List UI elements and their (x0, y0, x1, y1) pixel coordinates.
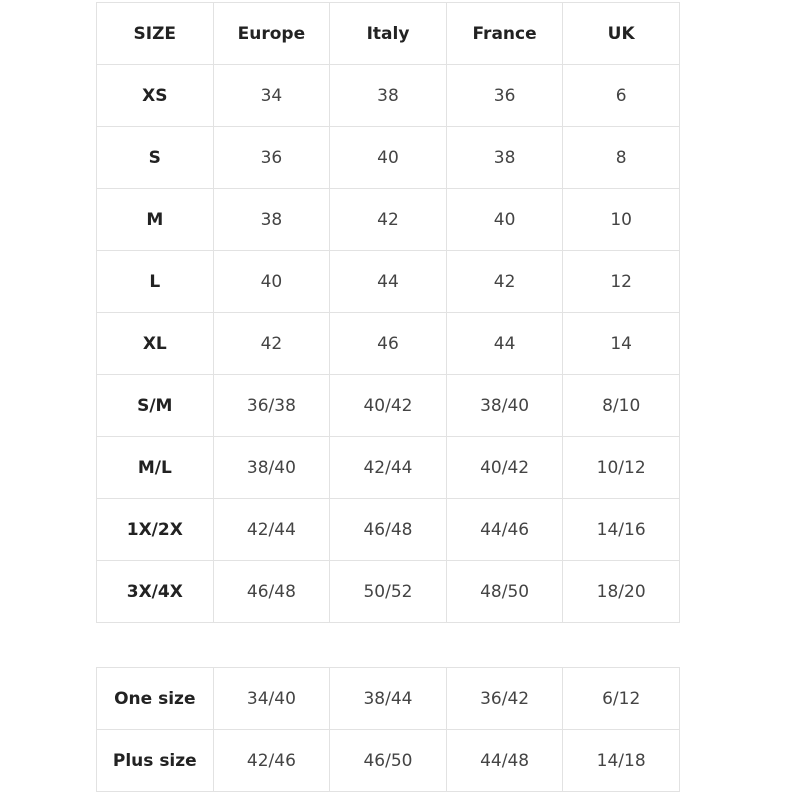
size-label-cell: XL (96, 312, 214, 375)
table-row: 1X/2X 42/44 46/48 44/46 14/16 (96, 498, 680, 561)
column-header: UK (562, 2, 680, 65)
size-value-cell: 46/50 (329, 729, 447, 792)
size-value-cell: 46/48 (212, 560, 331, 623)
size-value-cell: 50/52 (329, 560, 447, 623)
size-value-cell: 8 (562, 126, 680, 189)
size-label-cell: XS (96, 64, 214, 127)
column-header: Europe (212, 2, 331, 65)
special-size-table: One size 34/40 38/44 36/42 6/12 Plus size 42/4… (96, 667, 680, 792)
size-value-cell: 40 (329, 126, 447, 189)
size-label-cell: S/M (96, 374, 214, 437)
size-value-cell: 42 (445, 250, 564, 313)
size-value-cell: 38 (329, 64, 447, 127)
size-value-cell: 36 (212, 126, 331, 189)
size-value-cell: 12 (562, 250, 680, 313)
size-conversion-table: SIZE Europe Italy France UK XS 34 38 36 6 S 36 40 38… (96, 2, 680, 623)
size-label-cell: S (96, 126, 214, 189)
size-label-cell: M (96, 188, 214, 251)
size-value-cell: 40 (212, 250, 331, 313)
table-row: One size 34/40 38/44 36/42 6/12 (96, 667, 680, 730)
size-value-cell: 42/44 (212, 498, 331, 561)
size-value-cell: 34/40 (212, 667, 331, 730)
size-label-cell: M/L (96, 436, 214, 499)
table-row: M 38 42 40 10 (96, 188, 680, 251)
column-header: Italy (329, 2, 447, 65)
size-value-cell: 38/44 (329, 667, 447, 730)
size-value-cell: 44/46 (445, 498, 564, 561)
size-value-cell: 38 (445, 126, 564, 189)
column-header: SIZE (96, 2, 214, 65)
size-value-cell: 46 (329, 312, 447, 375)
size-label-cell: Plus size (96, 729, 214, 792)
size-value-cell: 48/50 (445, 560, 564, 623)
table-row: L 40 44 42 12 (96, 250, 680, 313)
size-value-cell: 42 (212, 312, 331, 375)
size-value-cell: 36/42 (445, 667, 564, 730)
table-row: M/L 38/40 42/44 40/42 10/12 (96, 436, 680, 499)
size-value-cell: 38/40 (445, 374, 564, 437)
size-label-cell: 3X/4X (96, 560, 214, 623)
table-row: S 36 40 38 8 (96, 126, 680, 189)
size-value-cell: 46/48 (329, 498, 447, 561)
table-row: XS 34 38 36 6 (96, 64, 680, 127)
size-value-cell: 42/44 (329, 436, 447, 499)
size-label-cell: L (96, 250, 214, 313)
table-row: 3X/4X 46/48 50/52 48/50 18/20 (96, 560, 680, 623)
column-header: France (445, 2, 564, 65)
size-value-cell: 34 (212, 64, 331, 127)
size-value-cell: 44/48 (445, 729, 564, 792)
size-value-cell: 44 (445, 312, 564, 375)
size-value-cell: 14 (562, 312, 680, 375)
table-header-row: SIZE Europe Italy France UK (96, 2, 680, 65)
table-row: Plus size 42/46 46/50 44/48 14/18 (96, 729, 680, 792)
size-value-cell: 40/42 (329, 374, 447, 437)
size-value-cell: 14/18 (562, 729, 680, 792)
size-value-cell: 42 (329, 188, 447, 251)
size-label-cell: 1X/2X (96, 498, 214, 561)
size-value-cell: 10/12 (562, 436, 680, 499)
size-value-cell: 18/20 (562, 560, 680, 623)
size-value-cell: 10 (562, 188, 680, 251)
size-value-cell: 38 (212, 188, 331, 251)
size-value-cell: 6/12 (562, 667, 680, 730)
size-value-cell: 42/46 (212, 729, 331, 792)
size-value-cell: 6 (562, 64, 680, 127)
size-label-cell: One size (96, 667, 214, 730)
size-value-cell: 40/42 (445, 436, 564, 499)
size-value-cell: 44 (329, 250, 447, 313)
table-row: XL 42 46 44 14 (96, 312, 680, 375)
size-value-cell: 36/38 (212, 374, 331, 437)
size-value-cell: 36 (445, 64, 564, 127)
size-value-cell: 14/16 (562, 498, 680, 561)
table-row: S/M 36/38 40/42 38/40 8/10 (96, 374, 680, 437)
size-value-cell: 38/40 (212, 436, 331, 499)
size-value-cell: 40 (445, 188, 564, 251)
size-value-cell: 8/10 (562, 374, 680, 437)
